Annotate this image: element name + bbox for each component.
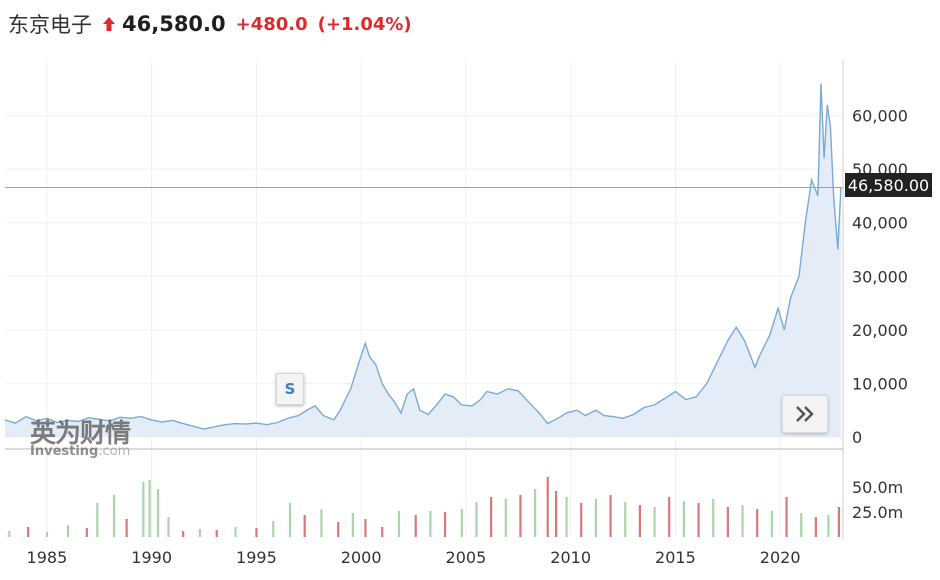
x-tick-label: 2000	[341, 548, 382, 567]
x-tick-label: 1995	[236, 548, 277, 567]
price-change-percent: (+1.04%)	[317, 13, 412, 35]
volume-bar	[827, 515, 830, 537]
stock-name: 东京电子	[8, 13, 92, 37]
volume-bar	[96, 503, 99, 537]
x-tick-label: 2020	[760, 548, 801, 567]
volume-bar	[288, 503, 292, 537]
volume-bar	[624, 502, 627, 537]
volume-bar	[156, 489, 160, 537]
watermark-cn: 英为财情	[30, 419, 131, 449]
volume-bar	[85, 528, 88, 537]
volume-bar	[125, 519, 128, 537]
volume-bar	[182, 531, 185, 537]
y-tick-label: 20,000	[852, 321, 908, 340]
volume-bar	[697, 503, 700, 537]
volume-bar	[712, 499, 715, 537]
investing-watermark: 英为财情 Investing.com	[30, 413, 131, 459]
volume-bar	[443, 512, 447, 537]
x-tick-label: 2010	[550, 548, 591, 567]
volume-bar	[414, 515, 417, 537]
volume-bar	[429, 511, 432, 537]
volume-bar	[638, 505, 641, 537]
volume-bar	[397, 511, 401, 537]
time-axis: 1985 1990 1995 2000 2005 2010 2015 2020	[27, 548, 801, 567]
chart-grid	[5, 62, 843, 537]
y-tick-label: 10,000	[852, 374, 908, 393]
volume-bar	[800, 513, 803, 537]
volume-bar	[167, 517, 170, 537]
volume-bar	[45, 532, 49, 537]
price-area	[5, 83, 841, 438]
volume-bar	[303, 515, 306, 537]
volume-bar	[320, 509, 323, 537]
x-tick-label: 2015	[655, 548, 696, 567]
volume-bar	[534, 489, 537, 537]
volume-bar	[653, 507, 656, 537]
watermark-en: Investing.com	[30, 444, 130, 459]
volume-bar	[255, 528, 258, 537]
volume-bar	[682, 501, 685, 537]
scroll-forward-button[interactable]	[782, 395, 828, 433]
volume-bar	[565, 497, 568, 537]
volume-bars	[8, 477, 841, 537]
volume-bar	[770, 511, 773, 537]
volume-bar	[609, 495, 612, 537]
up-arrow-icon	[103, 17, 115, 31]
volume-bar	[460, 509, 463, 537]
volume-bar	[351, 513, 354, 537]
y-tick-label: 60,000	[852, 107, 908, 126]
x-tick-label: 2005	[446, 548, 487, 567]
volume-bar	[215, 530, 218, 537]
volume-bar	[272, 521, 275, 537]
volume-bar	[337, 522, 340, 537]
volume-bar	[837, 507, 841, 537]
current-price: 46,580.0	[122, 12, 226, 36]
volume-bar	[381, 527, 384, 537]
current-price-tag: 46,580.00	[845, 173, 932, 197]
volume-bar	[546, 477, 549, 537]
volume-bar	[785, 497, 788, 537]
watermark-en-main: Investing	[30, 444, 99, 459]
volume-bar	[148, 480, 151, 537]
y-tick-label: 0	[852, 428, 862, 447]
volume-bar	[554, 491, 558, 537]
split-event-marker[interactable]: S	[276, 373, 304, 405]
volume-bar	[198, 529, 202, 537]
price-change: +480.0	[235, 13, 308, 35]
volume-bar	[27, 527, 30, 537]
y-tick-label: 30,000	[852, 267, 908, 286]
watermark-en-suffix: .com	[98, 444, 131, 459]
volume-tick-label: 25.0m	[852, 503, 903, 522]
volume-bar	[814, 517, 817, 537]
x-tick-label: 1985	[27, 548, 68, 567]
volume-bar	[475, 502, 478, 537]
volume-bar	[490, 497, 493, 537]
volume-bar	[504, 499, 507, 537]
double-chevron-right-icon	[796, 406, 814, 422]
volume-bar	[668, 497, 671, 537]
volume-bar	[594, 499, 597, 537]
volume-axis: 25.0m 50.0m	[852, 478, 903, 522]
volume-bar	[8, 531, 11, 537]
x-tick-label: 1990	[131, 548, 172, 567]
volume-bar	[756, 509, 759, 537]
volume-bar	[364, 519, 367, 537]
volume-bar	[580, 503, 583, 537]
volume-bar	[726, 507, 729, 537]
price-line	[4, 83, 842, 430]
volume-tick-label: 50.0m	[852, 478, 903, 497]
volume-bar	[142, 482, 145, 537]
volume-bar	[234, 527, 237, 537]
volume-bar	[112, 495, 116, 537]
y-tick-label: 40,000	[852, 214, 908, 233]
volume-bar	[66, 525, 70, 537]
quote-header: 东京电子 46,580.0 +480.0 (+1.04%)	[8, 6, 412, 42]
volume-bar	[519, 495, 522, 537]
volume-bar	[741, 505, 744, 537]
